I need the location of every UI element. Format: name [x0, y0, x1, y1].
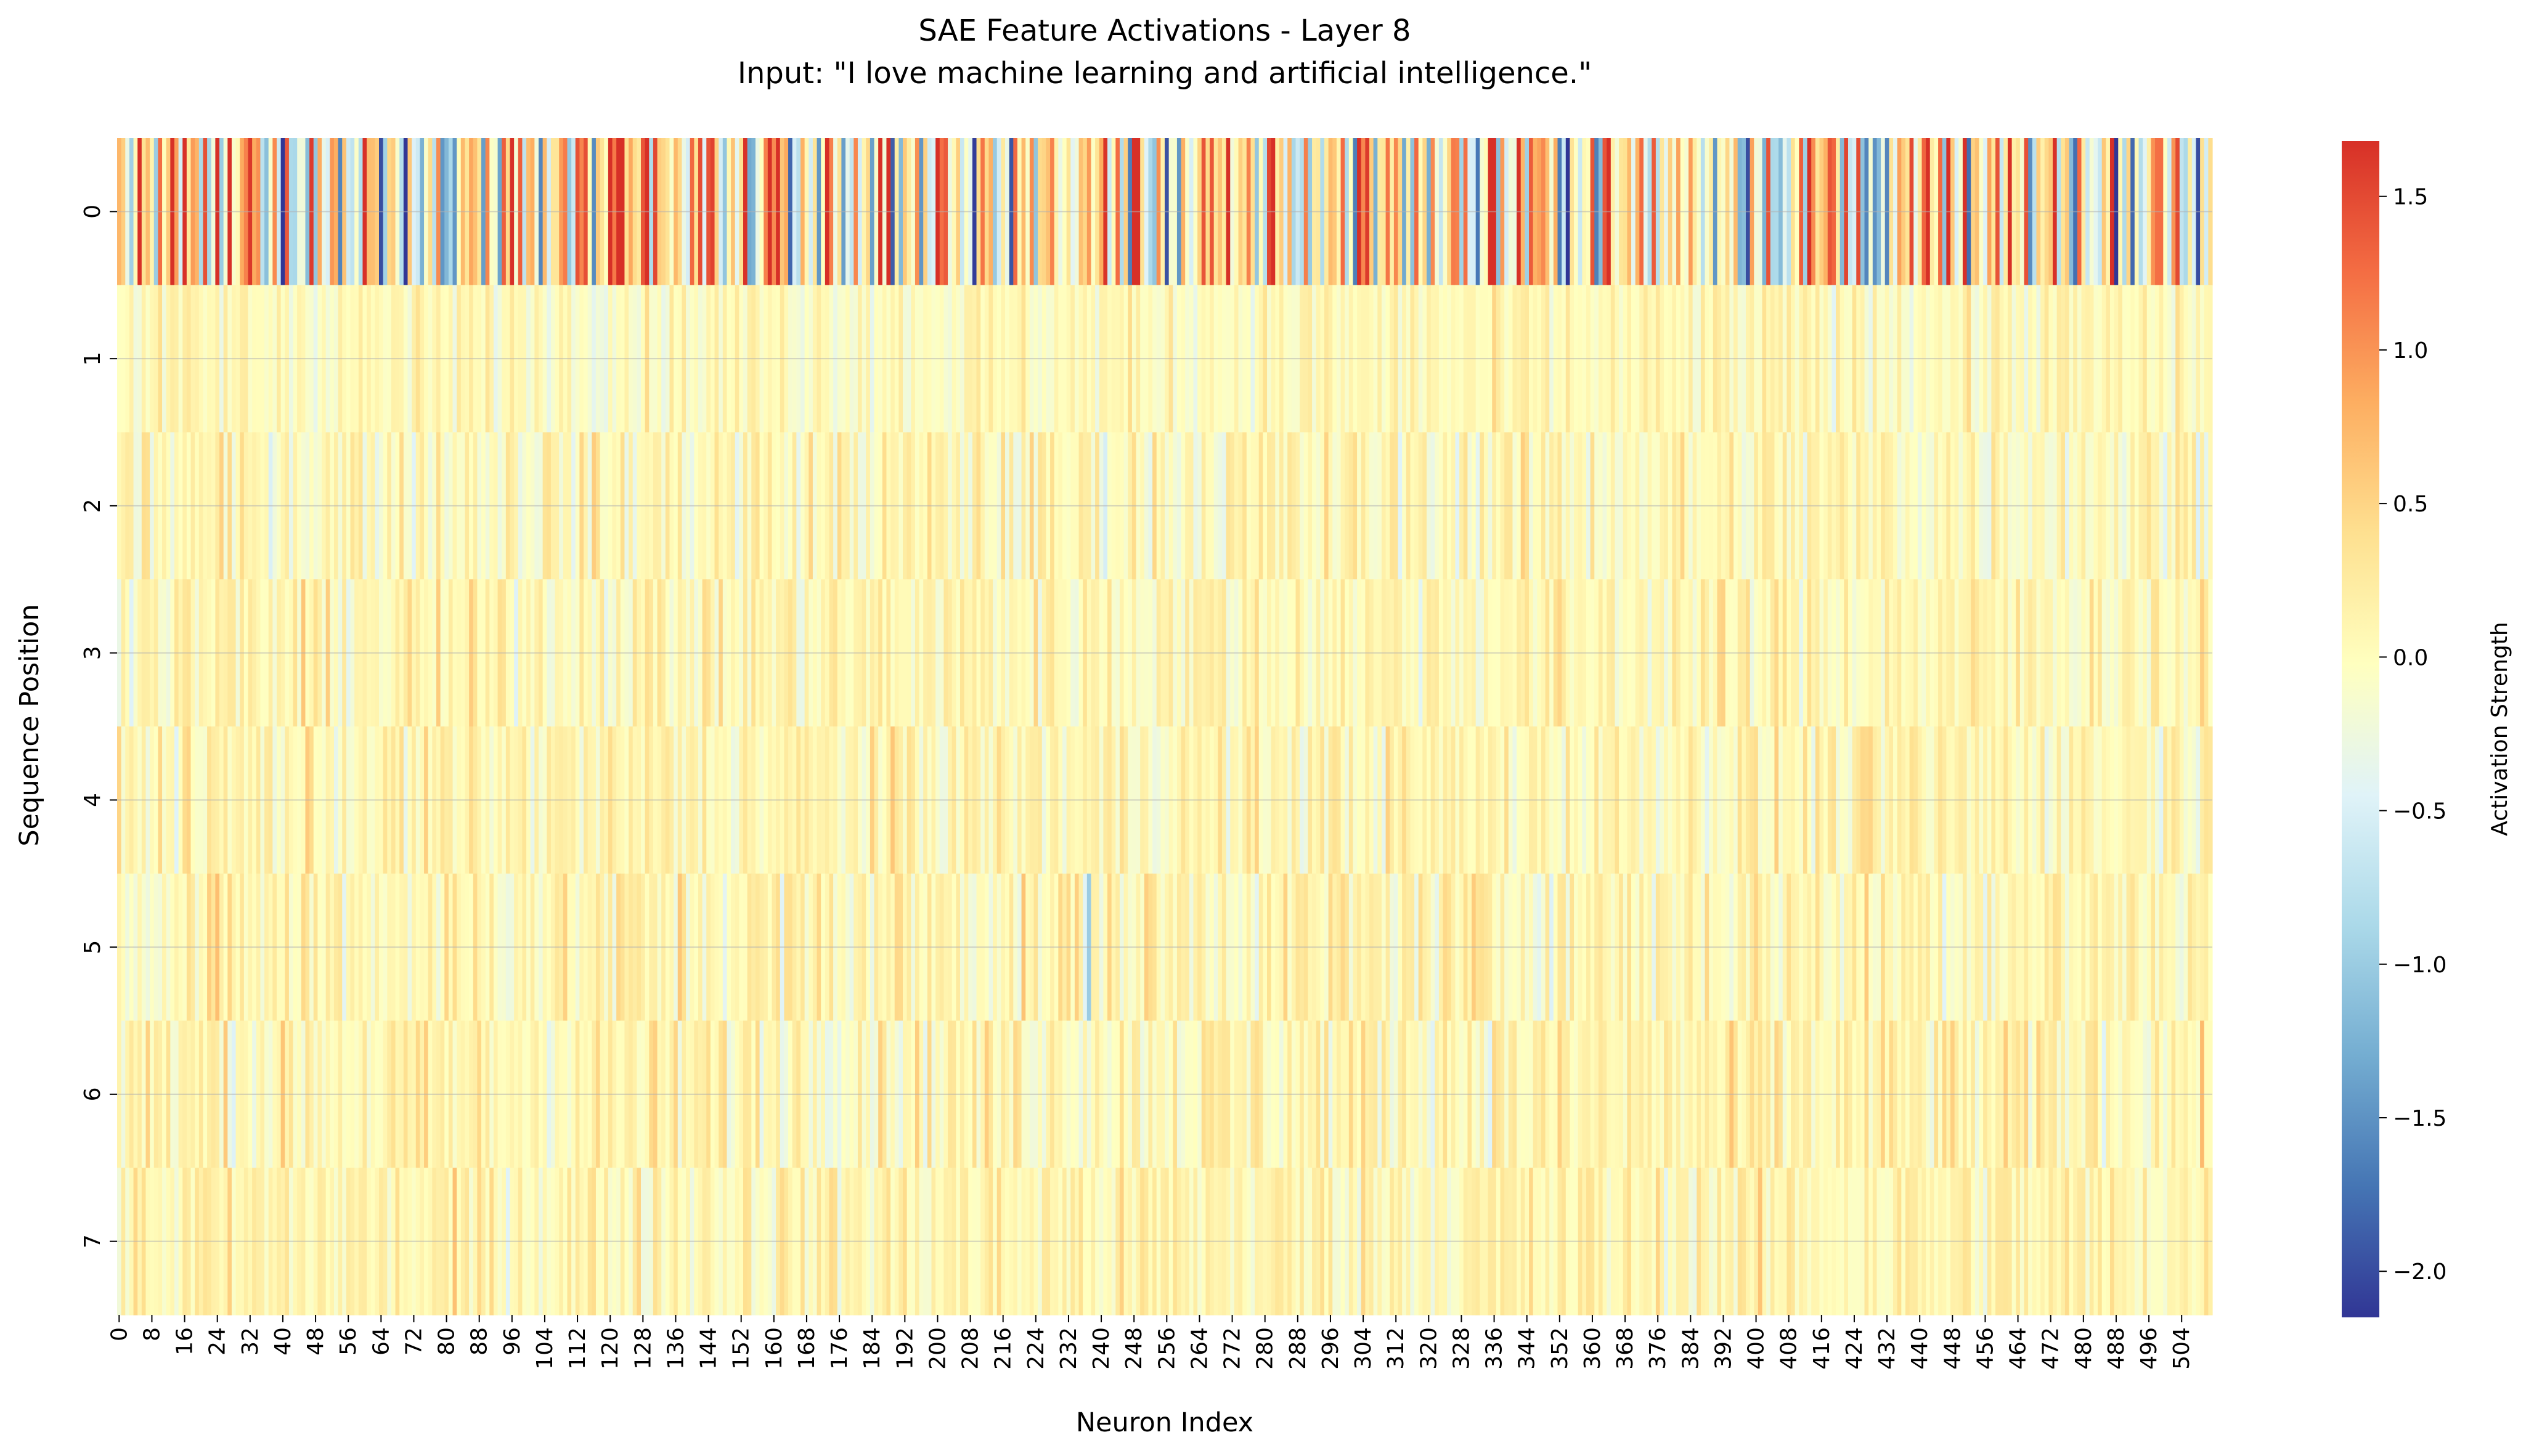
x-tick-label: 432 — [1875, 1327, 1900, 1370]
x-tick-label: 192 — [892, 1327, 918, 1370]
chart-subtitle: Input: "I love machine learning and arti… — [738, 56, 1592, 91]
x-tick-label: 40 — [271, 1327, 296, 1356]
x-tick-label: 416 — [1809, 1327, 1835, 1370]
x-tick-label: 328 — [1449, 1327, 1474, 1370]
x-tick-label: 456 — [1973, 1327, 1998, 1370]
x-tick-label: 496 — [2137, 1327, 2162, 1370]
x-tick-label: 360 — [1580, 1327, 1605, 1370]
x-tick-label: 56 — [336, 1327, 361, 1356]
x-tick-label: 376 — [1645, 1327, 1671, 1370]
colorbar-tick-label: −0.5 — [2393, 799, 2446, 824]
x-tick-label: 24 — [205, 1327, 230, 1356]
x-tick-label: 256 — [1154, 1327, 1179, 1370]
colorbar: 1.5 1.0 0.5 0.0 −0.5 −1.0 −1.5 −2.0 Activation … — [2342, 141, 2512, 1317]
x-tick-label: 232 — [1056, 1327, 1082, 1370]
x-tick-label: 424 — [1842, 1327, 1867, 1370]
colorbar-tick-label: 1.5 — [2393, 185, 2428, 210]
x-tick-label: 264 — [1187, 1327, 1212, 1370]
x-tick-label: 72 — [401, 1327, 426, 1356]
x-tick-label: 8 — [139, 1327, 165, 1341]
x-tick-label: 200 — [925, 1327, 950, 1370]
x-tick-label: 88 — [467, 1327, 492, 1356]
x-tick-label: 224 — [1024, 1327, 1049, 1370]
x-tick-label: 0 — [107, 1327, 132, 1341]
x-tick-label: 120 — [598, 1327, 623, 1370]
x-tick-label: 440 — [1907, 1327, 1933, 1370]
x-tick-label: 240 — [1089, 1327, 1114, 1370]
x-tick-label: 312 — [1383, 1327, 1409, 1370]
y-tick-label: 7 — [80, 1234, 105, 1248]
x-tick-label: 104 — [532, 1327, 558, 1370]
x-tick-label: 80 — [434, 1327, 460, 1356]
x-tick-label: 352 — [1547, 1327, 1573, 1370]
x-tick-label: 152 — [729, 1327, 754, 1370]
x-tick-label: 344 — [1515, 1327, 1540, 1370]
y-tick-label: 2 — [80, 498, 105, 513]
x-axis: 0 8 16 24 32 40 48 56 64 72 80 88 96 104 112 120 128 136 1… — [107, 1315, 2194, 1370]
colorbar-label: Activation Strength — [2487, 622, 2512, 836]
x-tick-label: 448 — [1940, 1327, 1965, 1370]
x-tick-label: 320 — [1416, 1327, 1441, 1370]
x-tick-label: 384 — [1678, 1327, 1703, 1370]
heatmap-gridlines — [117, 211, 2212, 1242]
x-tick-label: 48 — [303, 1327, 328, 1356]
x-tick-label: 64 — [369, 1327, 394, 1356]
x-tick-label: 368 — [1613, 1327, 1638, 1370]
x-tick-label: 96 — [500, 1327, 525, 1356]
x-tick-label: 208 — [958, 1327, 984, 1370]
x-tick-label: 304 — [1351, 1327, 1376, 1370]
x-tick-label: 472 — [2039, 1327, 2064, 1370]
x-tick-label: 392 — [1711, 1327, 1736, 1370]
y-axis-label: Sequence Position — [14, 604, 45, 846]
x-tick-label: 280 — [1253, 1327, 1278, 1370]
x-tick-label: 400 — [1744, 1327, 1769, 1370]
x-tick-label: 16 — [173, 1327, 198, 1356]
colorbar-tick-label: −2.0 — [2393, 1259, 2446, 1285]
x-tick-label: 288 — [1285, 1327, 1311, 1370]
x-tick-label: 336 — [1482, 1327, 1507, 1370]
colorbar-ticks: 1.5 1.0 0.5 0.0 −0.5 −1.0 −1.5 −2.0 — [2379, 185, 2446, 1285]
x-tick-label: 144 — [696, 1327, 722, 1370]
colorbar-gradient — [2342, 141, 2379, 1317]
x-tick-label: 296 — [1318, 1327, 1343, 1370]
x-tick-label: 216 — [991, 1327, 1016, 1370]
chart-title: SAE Feature Activations - Layer 8 — [918, 14, 1411, 48]
x-tick-label: 136 — [663, 1327, 688, 1370]
y-tick-label: 3 — [80, 646, 105, 660]
y-tick-label: 6 — [80, 1087, 105, 1101]
y-tick-label: 5 — [80, 940, 105, 954]
x-tick-label: 488 — [2104, 1327, 2129, 1370]
heatmap-cells — [117, 138, 2213, 1316]
x-tick-label: 176 — [827, 1327, 852, 1370]
x-tick-label: 168 — [794, 1327, 820, 1370]
y-tick-label: 1 — [80, 352, 105, 366]
y-axis: 0 1 2 3 4 5 6 7 — [80, 205, 117, 1248]
x-axis-label: Neuron Index — [1076, 1407, 1253, 1438]
x-tick-label: 128 — [630, 1327, 656, 1370]
x-tick-label: 272 — [1220, 1327, 1245, 1370]
x-tick-label: 112 — [565, 1327, 590, 1370]
y-tick-label: 4 — [80, 793, 105, 807]
colorbar-tick-label: 0.5 — [2393, 492, 2428, 517]
heatmap-plot-area — [117, 138, 2213, 1316]
x-tick-label: 32 — [238, 1327, 263, 1356]
x-tick-label: 248 — [1122, 1327, 1147, 1370]
y-tick-label: 0 — [80, 205, 105, 219]
x-tick-label: 480 — [2071, 1327, 2096, 1370]
x-tick-label: 184 — [860, 1327, 885, 1370]
x-tick-label: 160 — [762, 1327, 787, 1370]
colorbar-tick-label: 1.0 — [2393, 338, 2428, 364]
colorbar-tick-label: 0.0 — [2393, 645, 2428, 670]
x-tick-label: 504 — [2169, 1327, 2194, 1370]
colorbar-tick-label: −1.5 — [2393, 1106, 2446, 1131]
x-tick-label: 408 — [1777, 1327, 1802, 1370]
x-tick-label: 464 — [2006, 1327, 2031, 1370]
colorbar-tick-label: −1.0 — [2393, 953, 2446, 978]
